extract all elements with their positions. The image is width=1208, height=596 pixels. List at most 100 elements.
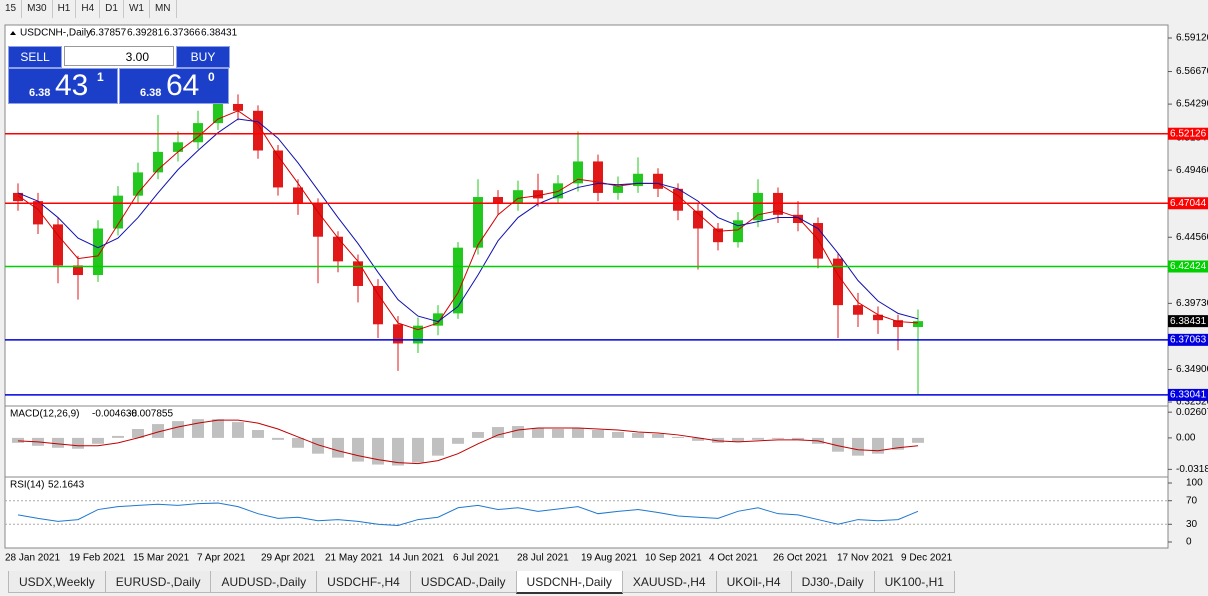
x-tick-label: 19 Feb 2021 (69, 553, 126, 564)
macd-bar (592, 430, 604, 438)
timeframe-button[interactable]: W1 (124, 0, 150, 18)
candle-body (393, 324, 403, 344)
candle-body (813, 223, 823, 259)
y-tick-label: 0 (1186, 537, 1192, 548)
macd-bar (52, 437, 64, 448)
timeframe-button[interactable]: 15 (0, 0, 23, 18)
y-tick-label: 0.00 (1176, 433, 1196, 444)
macd-bar (912, 437, 924, 443)
price-label-box (1168, 315, 1208, 328)
x-tick-label: 17 Nov 2021 (837, 553, 894, 564)
moving-average (17, 118, 919, 323)
y-tick-label: 6.32520 (1176, 397, 1208, 408)
candle-body (293, 187, 303, 204)
bid-small: 6.38 (29, 87, 51, 99)
y-tick-label: 6.39730 (1176, 298, 1208, 309)
level-label: 6.42424 (1170, 261, 1207, 272)
candle-body (153, 151, 163, 173)
macd-bar (152, 424, 164, 438)
macd-bar (372, 437, 384, 465)
timeframe-button[interactable]: MN (150, 0, 177, 18)
candle-body (673, 188, 683, 211)
y-tick-label: 6.54290 (1176, 99, 1208, 110)
y-tick-label: 30 (1186, 519, 1198, 530)
candle-body (133, 172, 143, 196)
candle-body (373, 285, 383, 325)
candle-body (753, 192, 763, 221)
macd-bar (72, 437, 84, 449)
chart-tab[interactable]: USDX,Weekly (8, 571, 106, 593)
chart-tab[interactable]: USDCAD-,Daily (409, 571, 517, 593)
y-tick-label: 6.34900 (1176, 364, 1208, 375)
candle-body (273, 150, 283, 188)
ohlc-value: 6.37366 (164, 28, 201, 39)
rsi-title: RSI(14) (10, 480, 44, 491)
macd-bar (772, 437, 784, 439)
x-tick-label: 28 Jan 2021 (5, 553, 60, 564)
macd-bar (832, 437, 844, 452)
macd-signal-value: -0.007855 (128, 409, 173, 420)
y-tick-label: 6.59120 (1176, 33, 1208, 44)
y-tick-label: 100 (1186, 478, 1203, 489)
x-tick-label: 21 May 2021 (325, 553, 383, 564)
timeframe-button[interactable]: H4 (76, 0, 101, 18)
chart-tab[interactable]: DJ30-,Daily (790, 571, 875, 593)
candle-body (313, 203, 323, 237)
candle-body (873, 314, 883, 321)
x-tick-label: 14 Jun 2021 (389, 553, 444, 564)
ohlc-value: 6.39281 (127, 28, 164, 39)
macd-bar (692, 437, 704, 441)
macd-bar (672, 436, 684, 438)
level-label-box (1168, 127, 1208, 140)
chart-tab[interactable]: XAUUSD-,H4 (621, 571, 717, 593)
chart-tab[interactable]: EURUSD-,Daily (104, 571, 212, 593)
macd-bar (452, 437, 464, 444)
rsi-line (17, 502, 919, 526)
chart: USDCNH-,Daily 6.37857 6.39281 6.37366 6.384… (4, 24, 1208, 564)
timeframe-button[interactable]: H1 (53, 0, 77, 18)
chart-tabs: USDX,Weekly EURUSD-,Daily AUDUSD-,Daily USD… (0, 571, 955, 594)
macd-bar (432, 437, 444, 456)
candle-body (413, 325, 423, 344)
macd-bar (852, 437, 864, 456)
timeframe-toolbar: 15 M30 H1 H4 D1 W1 MN (0, 0, 177, 18)
sell-button[interactable]: SELL (8, 46, 62, 68)
chart-tab[interactable]: UKOil-,H4 (715, 571, 792, 593)
macd-bar (532, 428, 544, 438)
x-tick-label: 7 Apr 2021 (197, 553, 246, 564)
chart-tab[interactable]: AUDUSD-,Daily (210, 571, 318, 593)
candle-body (493, 197, 503, 203)
macd-bar (92, 437, 104, 444)
candle-body (253, 110, 263, 151)
x-tick-label: 19 Aug 2021 (581, 553, 638, 564)
ask-big: 64 (166, 69, 200, 102)
x-tick-label: 4 Oct 2021 (709, 553, 758, 564)
x-tick-label: 10 Sep 2021 (645, 553, 702, 564)
buy-button[interactable]: BUY (176, 46, 230, 68)
macd-bar (552, 429, 564, 438)
chart-tab[interactable]: UK100-,H1 (873, 571, 955, 593)
x-tick-label: 29 Apr 2021 (261, 553, 315, 564)
lots-input[interactable]: 3.00 (64, 46, 174, 66)
macd-signal (17, 419, 919, 465)
chart-tab[interactable]: USDCNH-,Daily (515, 571, 623, 594)
ask-quote[interactable]: 6.38 64 0 (119, 68, 229, 104)
timeframe-button[interactable]: M30 (22, 0, 53, 18)
bid-big: 43 (55, 69, 89, 102)
chart-tab[interactable]: USDCHF-,H4 (316, 571, 411, 593)
timeframe-button[interactable]: D1 (100, 0, 124, 18)
x-tick-label: 9 Dec 2021 (901, 553, 953, 564)
macd-bar (412, 437, 424, 463)
ohlc-value: 6.38431 (201, 28, 238, 39)
macd-bar (352, 437, 364, 462)
candle-body (333, 236, 343, 262)
bid-sup: 1 (97, 70, 104, 84)
candle-body (13, 192, 23, 202)
macd-bar (132, 429, 144, 438)
macd-bar (752, 437, 764, 440)
bid-quote[interactable]: 6.38 43 1 (8, 68, 118, 104)
macd-bar (192, 419, 204, 438)
collapse-icon (10, 31, 16, 35)
candle-body (913, 321, 923, 328)
